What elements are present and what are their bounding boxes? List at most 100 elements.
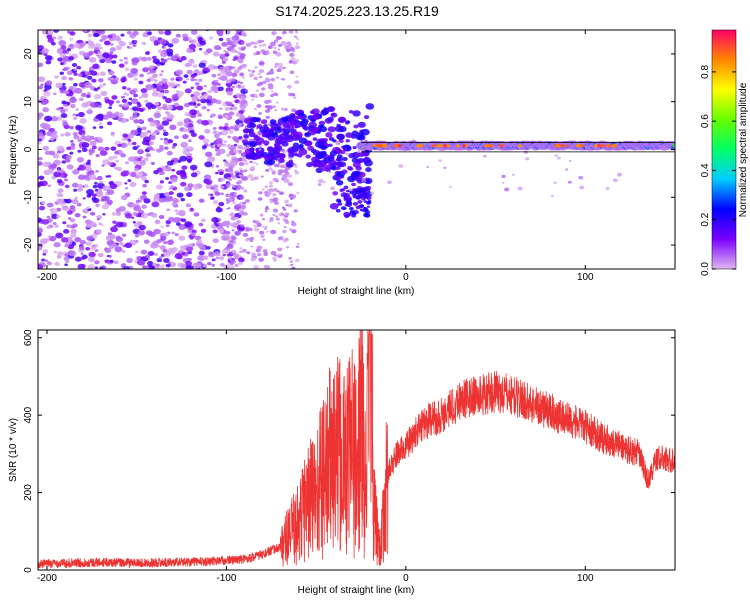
spectrogram-point (264, 225, 268, 228)
spectrogram-point (136, 220, 143, 226)
spectrogram-point (122, 86, 127, 90)
spectrogram-point (79, 239, 87, 245)
spectrogram-point (258, 73, 261, 75)
spectrogram-point (38, 156, 43, 161)
spectrogram-point (241, 63, 247, 68)
spectrogram-point (59, 193, 64, 197)
spectrogram-point (152, 73, 158, 78)
spectrogram-point (134, 260, 138, 264)
spectrogram-point (202, 138, 210, 144)
spectrogram-x-label: Height of straight line (km) (298, 286, 415, 297)
spectrogram-point (271, 31, 276, 35)
spectrogram-point (119, 58, 124, 62)
spectrogram-point (201, 145, 208, 149)
spectrogram-point (90, 245, 97, 251)
spectrogram-point (228, 194, 231, 197)
spectrogram-point (157, 106, 163, 111)
spectrogram-point (312, 137, 318, 141)
spectrogram-point (174, 253, 183, 260)
spectrogram-point (174, 209, 179, 213)
spectrogram-point (318, 120, 326, 126)
spectrogram-point (245, 199, 250, 203)
spectrogram-point (363, 157, 369, 162)
spectrogram-point (59, 89, 66, 94)
snr-panel: -200 -100 0 100 0 200 400 600 Height of straig… (8, 329, 676, 596)
spectrogram-point (261, 119, 268, 125)
spectrogram-point (232, 185, 236, 188)
spectrogram-point (311, 114, 320, 120)
spectrogram-point (42, 161, 51, 168)
spectrogram-point (348, 110, 354, 114)
spectrogram-point (279, 164, 286, 169)
spectrogram-point (525, 157, 530, 161)
spectrogram-point (38, 45, 45, 51)
spectrogram-point (238, 180, 243, 184)
spectrogram-point (565, 168, 569, 171)
spectrogram-point (114, 77, 120, 81)
spectrogram-point (162, 131, 169, 137)
spectrogram-point (127, 179, 132, 183)
spectrogram-point (116, 212, 122, 217)
spectrogram-point (218, 201, 225, 207)
spectrogram-point (128, 97, 133, 101)
spectrogram-point (233, 162, 238, 167)
spectrogram-point (240, 88, 248, 95)
spectrogram-point (315, 167, 323, 174)
spectrogram-point (158, 38, 167, 45)
spectrogram-point (159, 180, 165, 184)
spectrogram-point (85, 41, 89, 44)
spectrogram-point (353, 124, 359, 129)
spectrogram-point (243, 189, 248, 193)
spectrogram-point (239, 81, 243, 85)
spectrogram-point (101, 164, 105, 167)
spectrogram-point (68, 56, 75, 61)
spectrogram-point (78, 165, 86, 171)
spectrogram-point (231, 72, 238, 77)
spectrogram-point (501, 182, 505, 184)
spectrogram-point (211, 73, 217, 78)
spectrogram-point (256, 223, 262, 228)
spectrogram-point (228, 166, 233, 171)
spectrogram-point (57, 57, 63, 62)
spectrogram-point (117, 143, 122, 148)
spectrogram-point (295, 37, 300, 40)
spectrogram-point (327, 106, 336, 113)
spectrogram-point (181, 165, 188, 170)
spectrogram-point (231, 249, 237, 254)
spectrogram-point (294, 121, 303, 128)
y-tick-label: 0 (23, 146, 34, 152)
spectrogram-point (335, 208, 341, 213)
spectrogram-point (210, 85, 219, 92)
spectrogram-point (85, 94, 91, 99)
spectrogram-point (229, 239, 235, 244)
spectrogram-point (235, 30, 240, 33)
spectrogram-point (44, 115, 53, 122)
spectrogram-point (361, 178, 367, 183)
spectrogram-point (291, 114, 296, 118)
spectrogram-point (290, 131, 299, 138)
spectrogram-point (108, 99, 115, 105)
spectrogram-point (266, 146, 274, 152)
spectrogram-point (257, 39, 263, 44)
spectrogram-point (69, 125, 74, 130)
spectrogram-point (211, 258, 216, 262)
spectrogram-point (268, 167, 273, 171)
spectrogram-point (288, 228, 293, 232)
spectrogram-point (76, 65, 82, 70)
spectrogram-point (107, 175, 112, 178)
spectrogram-point (254, 108, 257, 111)
spectrogram-point (181, 251, 186, 256)
spectrogram-point (261, 188, 265, 191)
spectrogram-point (280, 107, 285, 111)
spectrogram-point (104, 248, 112, 253)
spectrogram-point (137, 197, 141, 200)
spectrogram-point (343, 194, 348, 198)
spectrogram-point (238, 151, 243, 155)
spectrogram-point (240, 106, 246, 111)
spectrogram-point (263, 155, 268, 159)
spectrogram-point (217, 131, 223, 136)
spectrogram-point (289, 260, 294, 263)
spectrogram-point (187, 243, 193, 247)
spectrogram-point (110, 146, 117, 151)
spectrogram-point (160, 235, 167, 241)
